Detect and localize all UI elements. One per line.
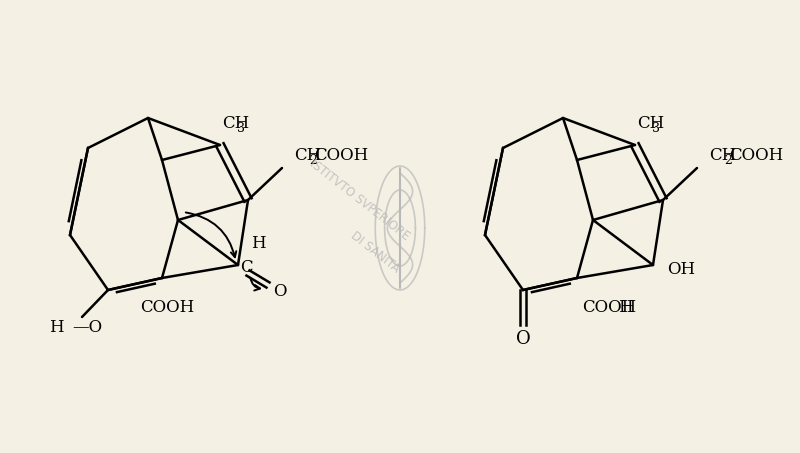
Text: CH: CH xyxy=(637,115,664,131)
Text: COOH: COOH xyxy=(582,299,636,317)
Text: H: H xyxy=(618,299,632,317)
Text: DI SANITÀ: DI SANITÀ xyxy=(348,229,402,275)
Text: 2: 2 xyxy=(724,154,732,168)
Text: 2: 2 xyxy=(309,154,317,168)
Text: OH: OH xyxy=(667,261,695,279)
Text: H: H xyxy=(49,318,63,336)
Text: 3: 3 xyxy=(652,121,660,135)
Text: H: H xyxy=(250,235,266,251)
Text: COOH: COOH xyxy=(729,148,783,164)
Text: ISTITVTO SVPERIORE: ISTITVTO SVPERIORE xyxy=(307,157,413,243)
Text: 3: 3 xyxy=(237,121,245,135)
Text: O: O xyxy=(274,284,286,300)
Text: CH: CH xyxy=(222,115,250,131)
Text: C: C xyxy=(240,259,252,275)
Text: CH: CH xyxy=(294,148,322,164)
Text: —O: —O xyxy=(72,318,102,336)
Text: CH: CH xyxy=(709,148,736,164)
Text: COOH: COOH xyxy=(314,148,368,164)
Text: O: O xyxy=(516,330,530,348)
Text: COOH: COOH xyxy=(140,299,194,317)
